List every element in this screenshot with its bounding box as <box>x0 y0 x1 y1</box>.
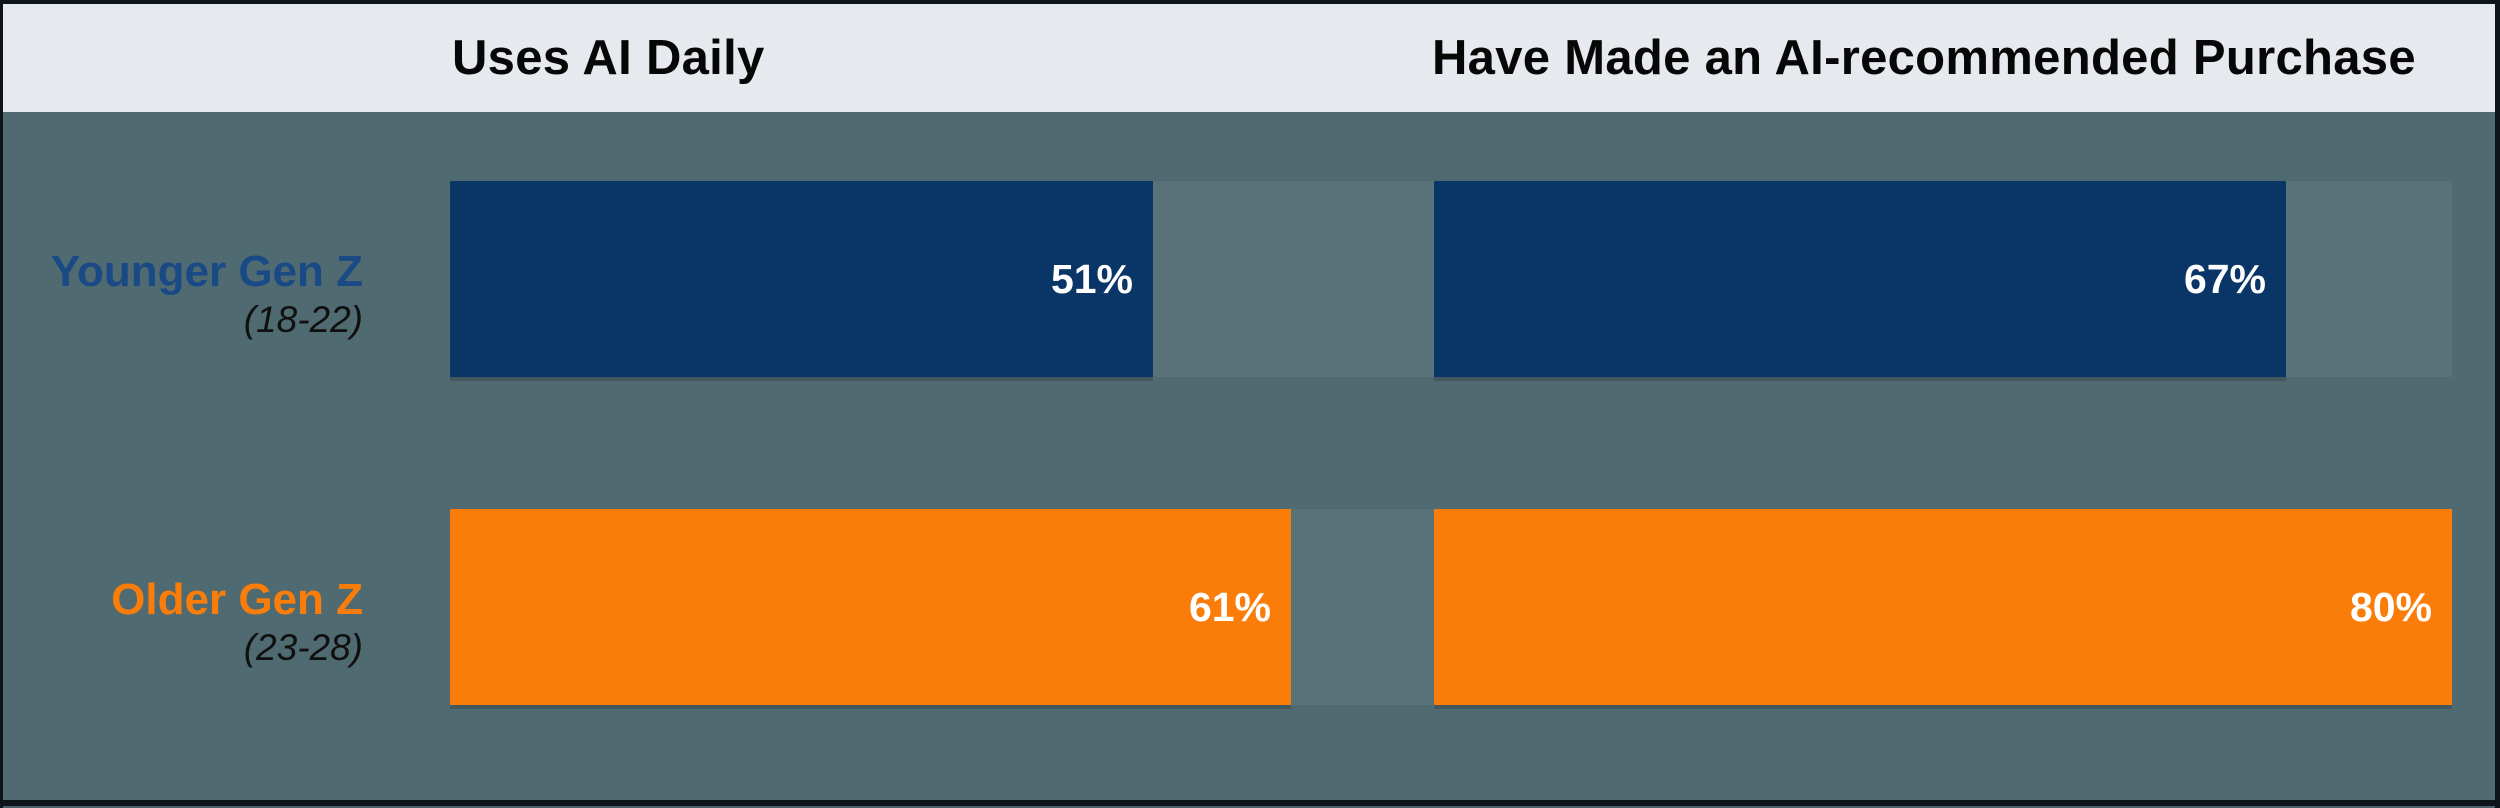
value-label-younger-ai-recommended-purchase: 67% <box>2183 255 2266 302</box>
bar-older-uses-ai-daily: 61% <box>450 509 1291 705</box>
bar-younger-ai-recommended-purchase: 67% <box>1434 181 2286 377</box>
age-range-younger: (18-22) <box>243 299 363 341</box>
age-range-older: (23-28) <box>243 627 363 669</box>
value-label-older-uses-ai-daily: 61% <box>1188 583 1271 630</box>
value-label-older-ai-recommended-purchase: 80% <box>2349 583 2432 630</box>
chart-plot-area: Younger Gen Z (18-22) Older Gen Z (23-28… <box>3 112 2495 800</box>
bar-younger-uses-ai-daily: 51% <box>450 181 1153 377</box>
group-name-younger: Younger Gen Z <box>50 246 363 296</box>
group-name-older: Older Gen Z <box>111 574 363 624</box>
bottom-strip <box>3 806 2495 808</box>
column-headers-band: Uses AI Daily Have Made an AI-recommende… <box>3 4 2495 112</box>
column-header-uses-ai-daily: Uses AI Daily <box>452 31 765 85</box>
column-header-ai-recommended-purchase: Have Made an AI-recommended Purchase <box>1432 31 2416 85</box>
row-label-older-gen-z: Older Gen Z (23-28) <box>43 509 363 705</box>
bar-older-ai-recommended-purchase: 80% <box>1434 509 2452 705</box>
value-label-younger-uses-ai-daily: 51% <box>1050 255 1133 302</box>
row-label-younger-gen-z: Younger Gen Z (18-22) <box>43 181 363 377</box>
